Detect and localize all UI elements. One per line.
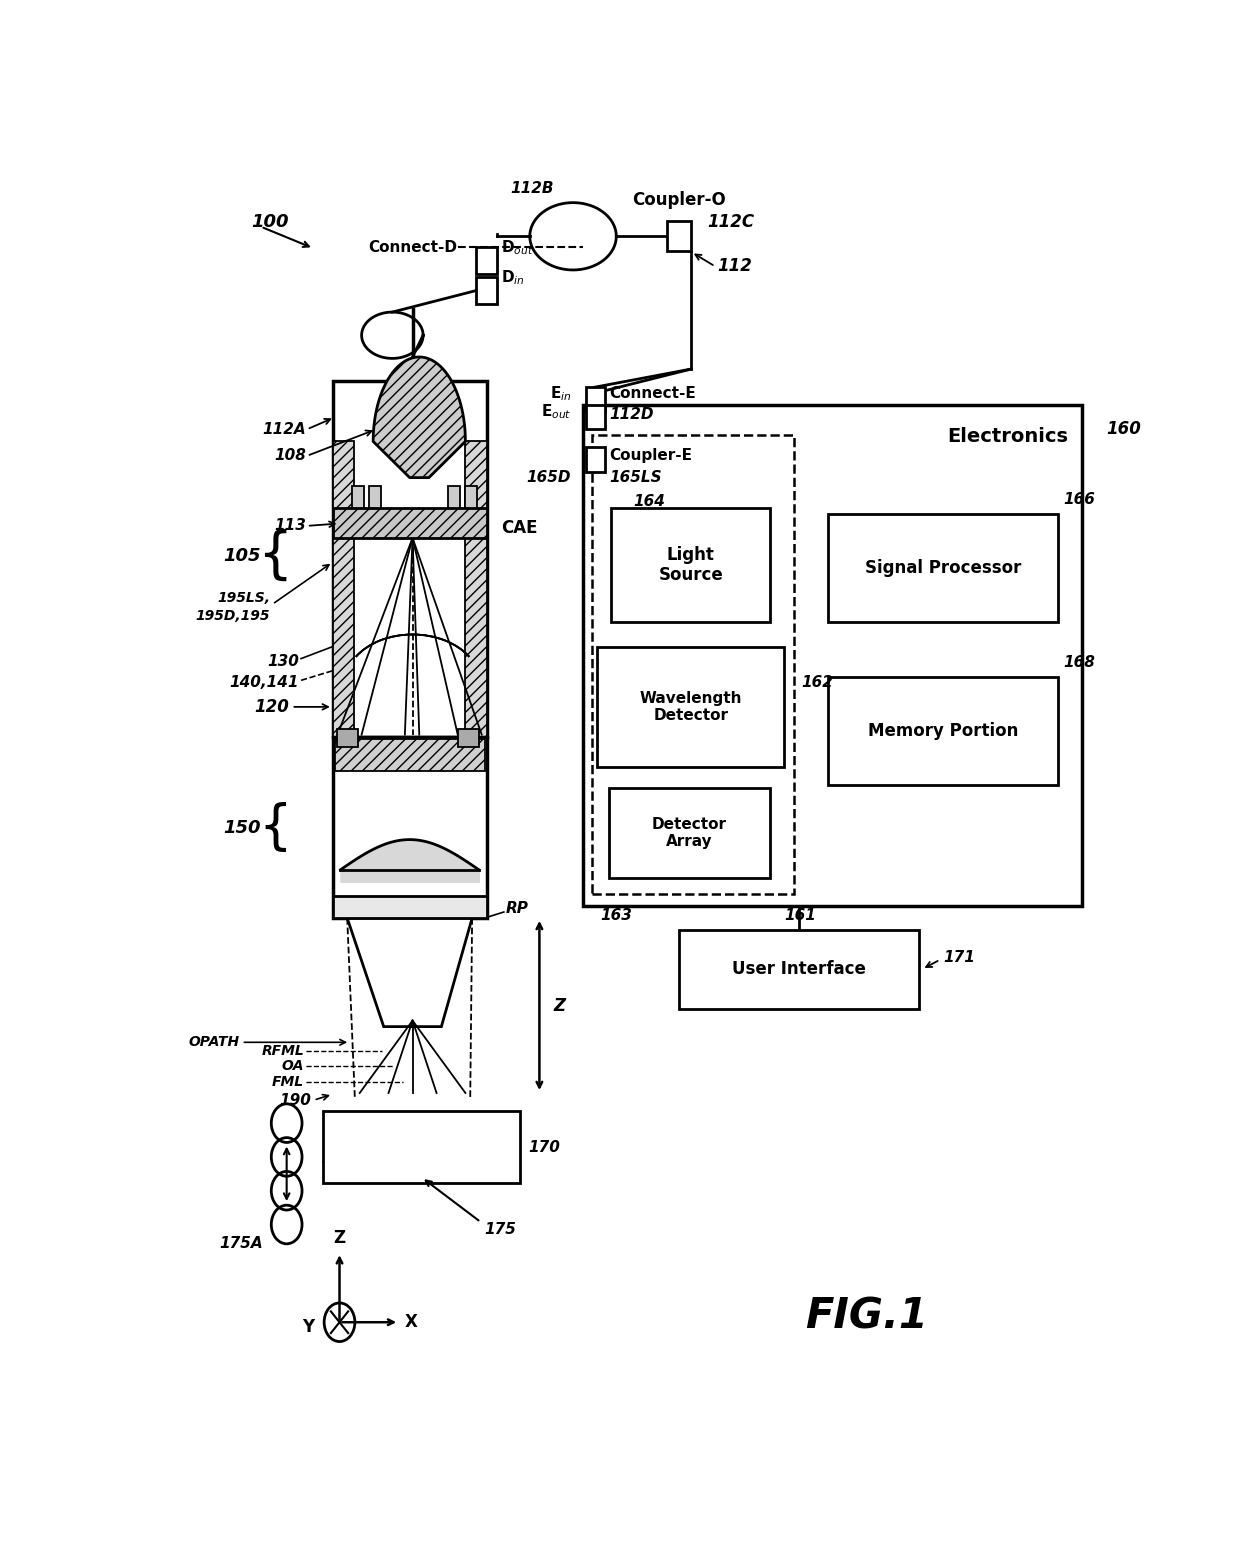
Bar	[458, 729, 479, 747]
Text: RP: RP	[506, 901, 528, 915]
Polygon shape	[465, 442, 486, 736]
Text: Memory Portion: Memory Portion	[868, 722, 1018, 740]
Bar	[828, 514, 1058, 622]
Text: Signal Processor: Signal Processor	[864, 559, 1022, 577]
Text: 100: 100	[250, 213, 289, 230]
Text: 171: 171	[944, 950, 975, 965]
Text: CAE: CAE	[501, 519, 537, 537]
Text: OPATH: OPATH	[188, 1036, 239, 1050]
Text: 168: 168	[1063, 655, 1095, 669]
Text: 160: 160	[1106, 420, 1141, 439]
Bar	[678, 931, 919, 1009]
Text: 164: 164	[634, 494, 666, 509]
Text: 112A: 112A	[262, 422, 306, 437]
Text: 108: 108	[274, 448, 306, 464]
Text: 190: 190	[280, 1092, 311, 1108]
Text: 195LS,: 195LS,	[217, 591, 270, 605]
Text: Connect-D: Connect-D	[368, 240, 458, 255]
Bar	[476, 248, 497, 274]
Bar	[583, 406, 1083, 906]
Text: 161: 161	[785, 909, 816, 923]
Text: 166: 166	[1063, 492, 1095, 506]
Text: E$_{in}$: E$_{in}$	[549, 384, 572, 403]
Text: 112D: 112D	[610, 407, 653, 423]
Polygon shape	[373, 357, 465, 478]
Bar	[324, 1111, 521, 1183]
Text: 113: 113	[274, 519, 306, 533]
Text: 195D,195: 195D,195	[196, 610, 270, 624]
Text: 140,141: 140,141	[229, 675, 299, 689]
Polygon shape	[332, 442, 353, 736]
Bar	[370, 486, 381, 508]
Text: Detector
Array: Detector Array	[652, 816, 727, 849]
Bar	[332, 381, 486, 736]
Polygon shape	[335, 740, 485, 771]
Text: 120: 120	[254, 697, 290, 716]
Text: FML: FML	[272, 1075, 304, 1089]
Text: 112B: 112B	[511, 180, 554, 196]
Bar	[585, 406, 605, 429]
Text: X: X	[404, 1313, 417, 1332]
Bar	[585, 448, 605, 472]
Text: 112: 112	[717, 257, 751, 276]
Text: D$_{in}$: D$_{in}$	[501, 268, 525, 287]
Text: {: {	[258, 530, 293, 583]
Bar	[332, 896, 486, 918]
Text: 175: 175	[485, 1222, 517, 1236]
Bar	[448, 486, 460, 508]
Text: 112C: 112C	[708, 213, 755, 230]
Text: Coupler-O: Coupler-O	[632, 191, 725, 208]
Bar	[585, 387, 605, 411]
Bar	[332, 736, 486, 918]
Text: User Interface: User Interface	[732, 961, 866, 978]
Text: Electronics: Electronics	[947, 426, 1068, 447]
Text: Wavelength
Detector: Wavelength Detector	[640, 691, 742, 722]
Text: RFML: RFML	[262, 1044, 304, 1058]
Text: 130: 130	[268, 653, 299, 669]
Bar	[667, 221, 691, 251]
Text: 170: 170	[528, 1139, 559, 1155]
Polygon shape	[347, 918, 472, 1026]
Text: 105: 105	[223, 547, 260, 566]
Bar	[596, 647, 785, 768]
Text: 165LS: 165LS	[610, 470, 662, 486]
Bar	[352, 486, 363, 508]
Text: Light
Source: Light Source	[658, 545, 723, 584]
Text: 162: 162	[802, 675, 833, 689]
Bar	[593, 436, 794, 893]
Text: 175A: 175A	[219, 1236, 263, 1252]
Text: 163: 163	[600, 909, 632, 923]
Text: 150: 150	[223, 818, 260, 837]
Bar	[336, 729, 358, 747]
Text: E$_{out}$: E$_{out}$	[541, 401, 572, 420]
Bar	[828, 677, 1058, 785]
Text: 165D: 165D	[527, 470, 572, 486]
Text: OA: OA	[281, 1059, 304, 1073]
Text: D$_{out}$: D$_{out}$	[501, 238, 533, 257]
Text: FIG.1: FIG.1	[805, 1296, 928, 1337]
Bar	[476, 277, 497, 304]
Text: Connect-E: Connect-E	[610, 385, 697, 401]
Text: Coupler-E: Coupler-E	[610, 448, 693, 464]
Bar	[611, 508, 770, 622]
Text: Z: Z	[334, 1229, 346, 1247]
Polygon shape	[332, 508, 486, 537]
Bar	[465, 486, 477, 508]
Text: {: {	[258, 802, 291, 854]
Text: Z: Z	[554, 997, 565, 1014]
Bar	[609, 788, 770, 878]
Text: Y: Y	[303, 1318, 315, 1337]
